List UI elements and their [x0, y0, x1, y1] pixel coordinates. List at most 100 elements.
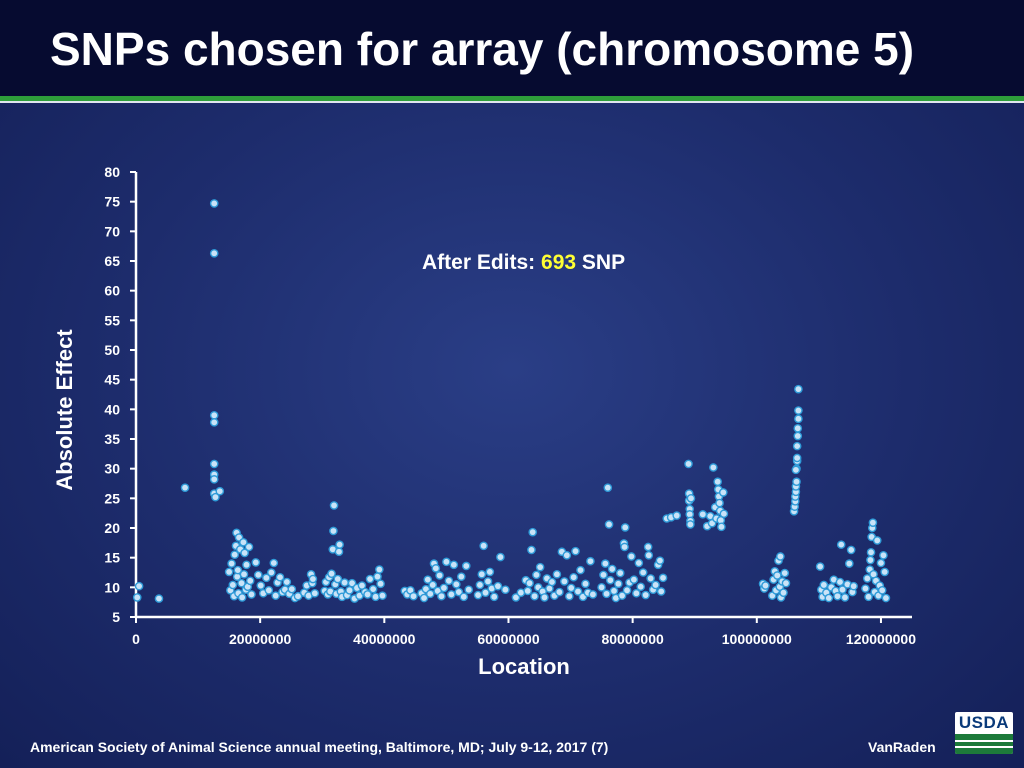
data-point — [861, 584, 870, 593]
data-point — [794, 414, 803, 424]
data-point — [269, 558, 279, 568]
slide-background — [0, 103, 1024, 768]
y-tick-label: 35 — [104, 431, 120, 447]
data-point — [838, 585, 847, 595]
data-point — [527, 545, 536, 555]
data-point — [698, 510, 708, 519]
data-point — [461, 561, 471, 571]
y-tick-label: 20 — [104, 520, 120, 536]
data-point — [651, 580, 660, 590]
data-point — [477, 569, 487, 579]
data-point — [581, 579, 590, 589]
data-point — [209, 418, 219, 427]
data-point — [245, 576, 255, 586]
data-point — [459, 592, 469, 602]
data-point — [211, 492, 220, 502]
data-point — [251, 558, 261, 567]
data-point — [154, 594, 164, 603]
data-point — [215, 486, 225, 496]
usda-logo-stripe — [955, 746, 1013, 748]
data-point — [793, 431, 803, 441]
data-point — [713, 477, 722, 487]
annotation-count: 693 — [541, 251, 576, 274]
data-point — [237, 593, 247, 602]
data-point — [282, 577, 292, 587]
data-point — [876, 558, 886, 568]
data-point — [240, 548, 249, 558]
data-point — [267, 568, 276, 577]
data-point — [523, 586, 533, 596]
data-point — [481, 588, 490, 597]
data-point — [835, 577, 845, 587]
data-point — [794, 406, 803, 415]
data-point — [617, 591, 627, 600]
data-point — [473, 590, 483, 600]
usda-logo-stripe — [955, 740, 1013, 742]
data-point — [863, 574, 872, 583]
data-point — [237, 578, 246, 588]
data-point — [530, 591, 539, 601]
data-point — [655, 556, 665, 565]
y-tick-label: 50 — [104, 342, 120, 358]
data-point — [644, 550, 654, 560]
usda-logo: USDA — [955, 712, 1013, 754]
data-point — [609, 586, 619, 596]
data-point — [607, 564, 617, 574]
data-point — [431, 564, 441, 573]
data-point — [597, 583, 606, 592]
data-point — [209, 459, 219, 469]
data-point — [641, 590, 650, 600]
data-point — [437, 591, 446, 601]
data-point — [819, 580, 829, 590]
data-point — [525, 578, 534, 588]
data-point — [244, 542, 254, 552]
data-point — [779, 588, 788, 597]
y-tick-label: 25 — [104, 490, 120, 506]
data-point — [373, 572, 382, 581]
data-point — [840, 593, 850, 602]
data-point — [456, 572, 466, 581]
usda-logo-field-icon — [955, 734, 1013, 754]
data-point — [586, 556, 595, 566]
data-point — [365, 574, 375, 584]
data-point — [423, 575, 433, 584]
y-axis-label: Absolute Effect — [52, 329, 77, 491]
data-point — [242, 560, 251, 570]
data-point — [540, 593, 549, 602]
data-point — [224, 567, 234, 577]
data-point — [638, 568, 648, 577]
data-point — [599, 570, 608, 580]
y-tick-label: 65 — [104, 253, 120, 269]
y-tick-label: 40 — [104, 401, 120, 417]
x-tick-label: 0 — [132, 631, 140, 647]
data-point — [849, 581, 858, 591]
data-point — [425, 589, 435, 599]
data-point — [877, 586, 887, 595]
data-point — [643, 542, 653, 552]
data-point — [464, 585, 474, 595]
data-point — [614, 579, 623, 589]
chart-points — [132, 199, 891, 603]
data-point — [454, 587, 464, 597]
data-point — [686, 520, 695, 529]
data-point — [658, 573, 668, 583]
y-tick-label: 10 — [104, 579, 120, 595]
data-point — [483, 577, 493, 586]
data-point — [709, 463, 718, 472]
data-point — [604, 520, 614, 529]
data-point — [528, 527, 537, 537]
data-point — [555, 587, 564, 597]
data-point — [452, 580, 461, 589]
data-point — [620, 523, 630, 532]
y-tick-label: 55 — [104, 312, 120, 328]
data-point — [376, 579, 385, 589]
data-point — [209, 199, 219, 208]
data-point — [511, 593, 521, 602]
y-tick-label: 75 — [104, 194, 120, 210]
data-point — [792, 453, 802, 463]
data-point — [629, 575, 639, 584]
data-point — [761, 581, 770, 590]
data-point — [535, 562, 545, 572]
data-point — [247, 590, 256, 599]
data-point — [475, 580, 485, 590]
